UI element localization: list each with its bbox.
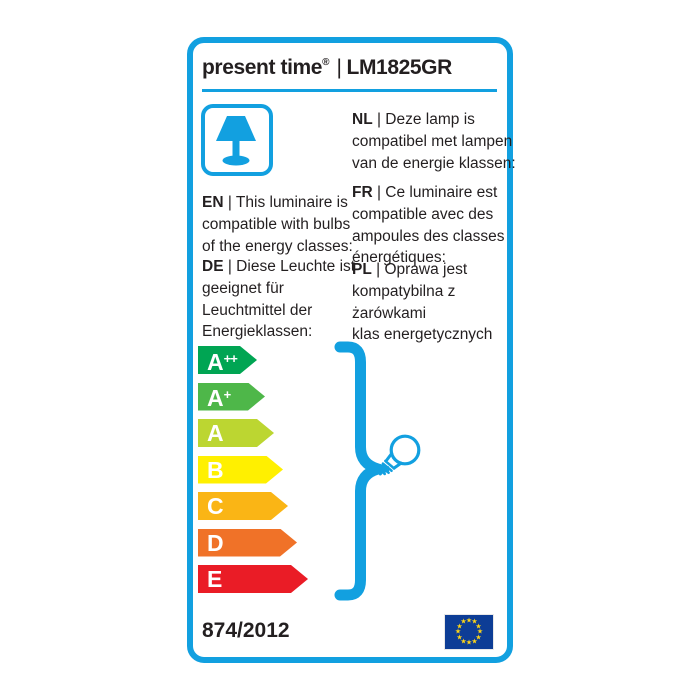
header-divider xyxy=(202,89,497,92)
energy-class-row: C xyxy=(198,492,308,520)
eu-flag-star: ★ xyxy=(471,618,478,626)
energy-class-row: E xyxy=(198,565,308,593)
eu-flag-star: ★ xyxy=(456,623,463,630)
light-bulb-icon xyxy=(378,434,421,476)
lang-block-nl: NL | Deze lamp is compatibel met lampen va… xyxy=(352,111,516,172)
lang-block-en: EN | This luminaire is compatible with bu… xyxy=(202,194,353,255)
regulation-number: 874/2012 xyxy=(202,619,290,642)
energy-class-letter: A++ xyxy=(207,348,237,375)
energy-class-row: A++ xyxy=(198,346,308,374)
lang-block-pl: PL | Oprawa jest kompatybilna z żarówkami k… xyxy=(352,261,493,344)
energy-class-letter: D xyxy=(207,529,224,556)
eu-flag-star: ★ xyxy=(454,628,462,636)
energy-class-letter: C xyxy=(207,493,224,519)
energy-class-arrow-a++: A++ xyxy=(198,346,257,374)
header-separator: | xyxy=(336,56,342,79)
lang-tag-fr: FR xyxy=(352,184,373,201)
energy-class-letter: A+ xyxy=(207,385,231,411)
eu-flag-star: ★ xyxy=(475,634,482,641)
table-lamp-glyph xyxy=(216,116,256,166)
eu-flag-star: ★ xyxy=(465,639,473,647)
eu-flag-star: ★ xyxy=(456,634,463,641)
energy-class-arrow-d: D xyxy=(198,529,297,557)
lang-block-de: DE | Diese Leuchte ist geeignet für Leucht… xyxy=(202,258,356,341)
energy-class-arrow-e: E xyxy=(198,565,308,593)
label-header: present time® | LM1825GR xyxy=(202,56,452,80)
eu-flag-star: ★ xyxy=(475,623,482,630)
energy-class-row: D xyxy=(198,529,308,557)
energy-class-letter: E xyxy=(207,566,223,592)
eu-flag-star: ★ xyxy=(471,638,478,646)
energy-label: present time® | LM1825GR EN | This luminai… xyxy=(187,37,516,663)
energy-class-arrow-c: C xyxy=(198,492,288,520)
energy-class-row: B xyxy=(198,456,308,484)
eu-flag-star: ★ xyxy=(465,617,473,625)
energy-class-row: A xyxy=(198,419,308,447)
brand-name: present time xyxy=(202,56,323,79)
lang-tag-nl: NL xyxy=(352,111,373,128)
table-lamp-icon xyxy=(201,104,273,176)
registered-trademark: ® xyxy=(322,57,330,68)
energy-class-row: A+ xyxy=(198,383,308,411)
energy-class-arrows: A++ A+ A B C D E xyxy=(198,346,308,602)
curly-brace-icon xyxy=(334,341,389,601)
energy-class-letter: B xyxy=(207,456,224,483)
eu-flag-star: ★ xyxy=(460,638,467,646)
lang-tag-de: DE xyxy=(202,258,224,275)
energy-class-arrow-a+: A+ xyxy=(198,383,265,411)
model-number: LM1825GR xyxy=(346,56,453,79)
eu-flag-star: ★ xyxy=(476,628,484,636)
lang-tag-en: EN xyxy=(202,194,224,211)
eu-flag: ★ ★ ★ ★ ★ ★ ★ ★ ★ ★ ★ ★ xyxy=(445,615,493,649)
lang-block-fr: FR | Ce luminaire est compatible avec des… xyxy=(352,184,505,267)
energy-class-arrow-a: A xyxy=(198,419,274,447)
eu-flag-star: ★ xyxy=(460,618,467,626)
lang-tag-pl: PL xyxy=(352,261,372,278)
energy-class-letter: A xyxy=(207,420,224,446)
energy-class-arrow-b: B xyxy=(198,456,283,484)
